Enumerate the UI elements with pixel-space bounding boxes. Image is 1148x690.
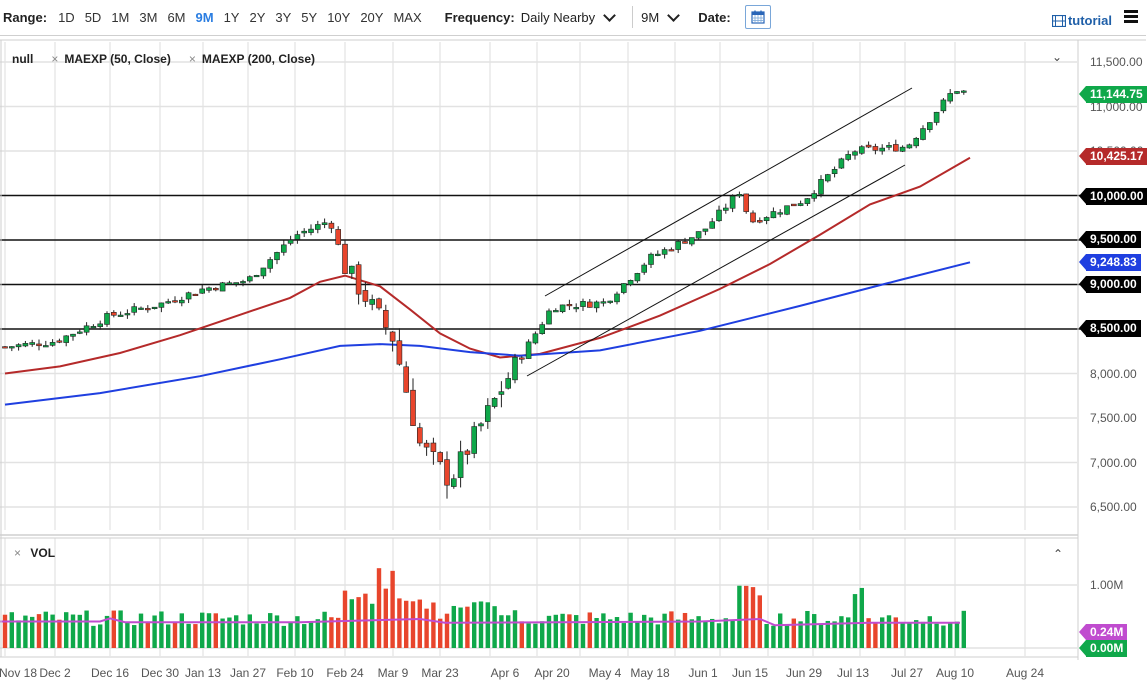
date-picker-button[interactable] (744, 5, 771, 29)
tutorial-link[interactable]: tutorial (1051, 13, 1112, 28)
range-option-2y[interactable]: 2Y (249, 9, 266, 25)
film-icon (1051, 14, 1066, 27)
volume-legend: × VOL (14, 546, 55, 560)
range-option-9m[interactable]: 9M (195, 9, 214, 25)
range-option-1m[interactable]: 1M (111, 9, 130, 25)
date-axis-label: Jun 29 (785, 666, 823, 680)
last-price-tag: 11,144.75 (1079, 86, 1147, 103)
date-axis-label: Jul 13 (836, 666, 870, 680)
panel-frames (0, 39, 1146, 660)
period-dropdown[interactable]: 9M (641, 8, 684, 25)
range-option-1d[interactable]: 1D (58, 9, 75, 25)
price-axis-label: 6,500.00 (1090, 500, 1137, 514)
trend-channel (526, 87, 913, 377)
volume-ma-tag: 0.24M (1078, 624, 1128, 641)
date-label: Date: (698, 9, 731, 25)
date-axis-label: Mar 23 (421, 666, 459, 680)
volume-zero-tag: 0.00M (1078, 640, 1128, 657)
level-tag-10000: 10,000.00 (1078, 188, 1148, 205)
chevron-up-icon[interactable]: ⌃ (1053, 547, 1064, 561)
volume-label: VOL (30, 546, 56, 560)
price-axis-label: 8,000.00 (1090, 366, 1137, 381)
date-axis-label: Jan 27 (229, 666, 267, 680)
level-tag-9500: 9,500.00 (1079, 231, 1141, 248)
grid (0, 42, 1077, 656)
toolbar: Range: 1D 5D 1M 3M 6M 9M 1Y 2Y 3Y 5Y 10Y 20Y MAX Fre… (0, 0, 1148, 34)
divider (0, 35, 1146, 36)
range-option-20y[interactable]: 20Y (360, 9, 384, 25)
range-option-10y[interactable]: 10Y (327, 9, 351, 25)
remove-study-icon[interactable]: × (188, 52, 196, 66)
range-option-6m[interactable]: 6M (167, 9, 186, 25)
date-axis-label: Dec 16 (90, 666, 130, 680)
range-option-max[interactable]: MAX (393, 9, 422, 25)
level-tag-8500: 8,500.00 (1079, 320, 1141, 337)
level-tag-9000: 9,000.00 (1079, 276, 1141, 293)
remove-study-icon[interactable]: × (51, 52, 59, 66)
range-label: Range: (3, 9, 48, 25)
ma200-price-tag: 9,248.83 (1079, 254, 1141, 271)
legend-ma200[interactable]: MAEXP (200, Close) (201, 52, 315, 66)
remove-study-icon[interactable]: × (14, 546, 22, 560)
date-axis-label: Jun 1 (688, 666, 718, 680)
volume-axis-label: 1.00M (1090, 578, 1124, 592)
frequency-label: Frequency: (444, 9, 515, 25)
legend-ma50[interactable]: MAEXP (50, Close) (64, 52, 171, 66)
price-axis-label: 7,000.00 (1090, 455, 1137, 470)
date-axis-label: Apr 6 (490, 666, 520, 680)
date-axis-label: Jul 27 (890, 666, 924, 680)
candlesticks (2, 89, 967, 499)
date-axis-label: Dec 30 (140, 666, 180, 680)
date-axis-label: Aug 24 (1005, 666, 1045, 680)
ma50-price-tag: 10,425.17 (1078, 148, 1148, 165)
price-axis-label: 11,500.00 (1090, 55, 1143, 69)
period-value: 9M (641, 9, 660, 25)
chart-legend: null × MAEXP (50, Close) × MAEXP (200, C… (12, 52, 315, 66)
price-axis-label: 11,000.00 (1090, 99, 1143, 114)
tutorial-label: tutorial (1067, 13, 1112, 28)
range-option-5d[interactable]: 5D (84, 9, 102, 25)
date-axis-label: Feb 10 (276, 666, 314, 680)
volume-bars (0, 568, 966, 648)
date-axis-label: May 18 (630, 666, 670, 680)
range-option-3m[interactable]: 3M (139, 9, 158, 25)
horizontal-levels (0, 194, 1082, 330)
range-option-5y[interactable]: 5Y (301, 9, 318, 25)
range-option-3y[interactable]: 3Y (275, 9, 292, 25)
calendar-icon (751, 10, 765, 24)
chevron-down-icon[interactable]: ⌄ (1052, 50, 1063, 64)
range-selector: 1D 5D 1M 3M 6M 9M 1Y 2Y 3Y 5Y 10Y 20Y MAX (53, 10, 427, 25)
date-axis-label: Feb 24 (326, 666, 364, 680)
price-axis-label: 7,500.00 (1090, 411, 1137, 425)
moving-averages (4, 156, 971, 406)
date-axis-label: Jun 15 (731, 666, 769, 680)
date-axis-label: May 4 (588, 666, 622, 680)
menu-icon[interactable] (1124, 10, 1138, 25)
date-axis-label: Apr 20 (534, 666, 570, 680)
frequency-value: Daily Nearby (520, 9, 596, 25)
date-axis-label: Aug 10 (935, 666, 975, 680)
date-axis-label: Nov 18 (0, 666, 38, 680)
date-axis-label: Mar 9 (377, 666, 409, 680)
divider (632, 6, 634, 28)
date-axis-label: Jan 13 (184, 666, 222, 680)
range-option-1y[interactable]: 1Y (223, 9, 240, 25)
date-axis-label: Dec 2 (39, 666, 71, 680)
frequency-dropdown[interactable]: Daily Nearby (520, 8, 620, 25)
legend-main: null (12, 52, 34, 66)
